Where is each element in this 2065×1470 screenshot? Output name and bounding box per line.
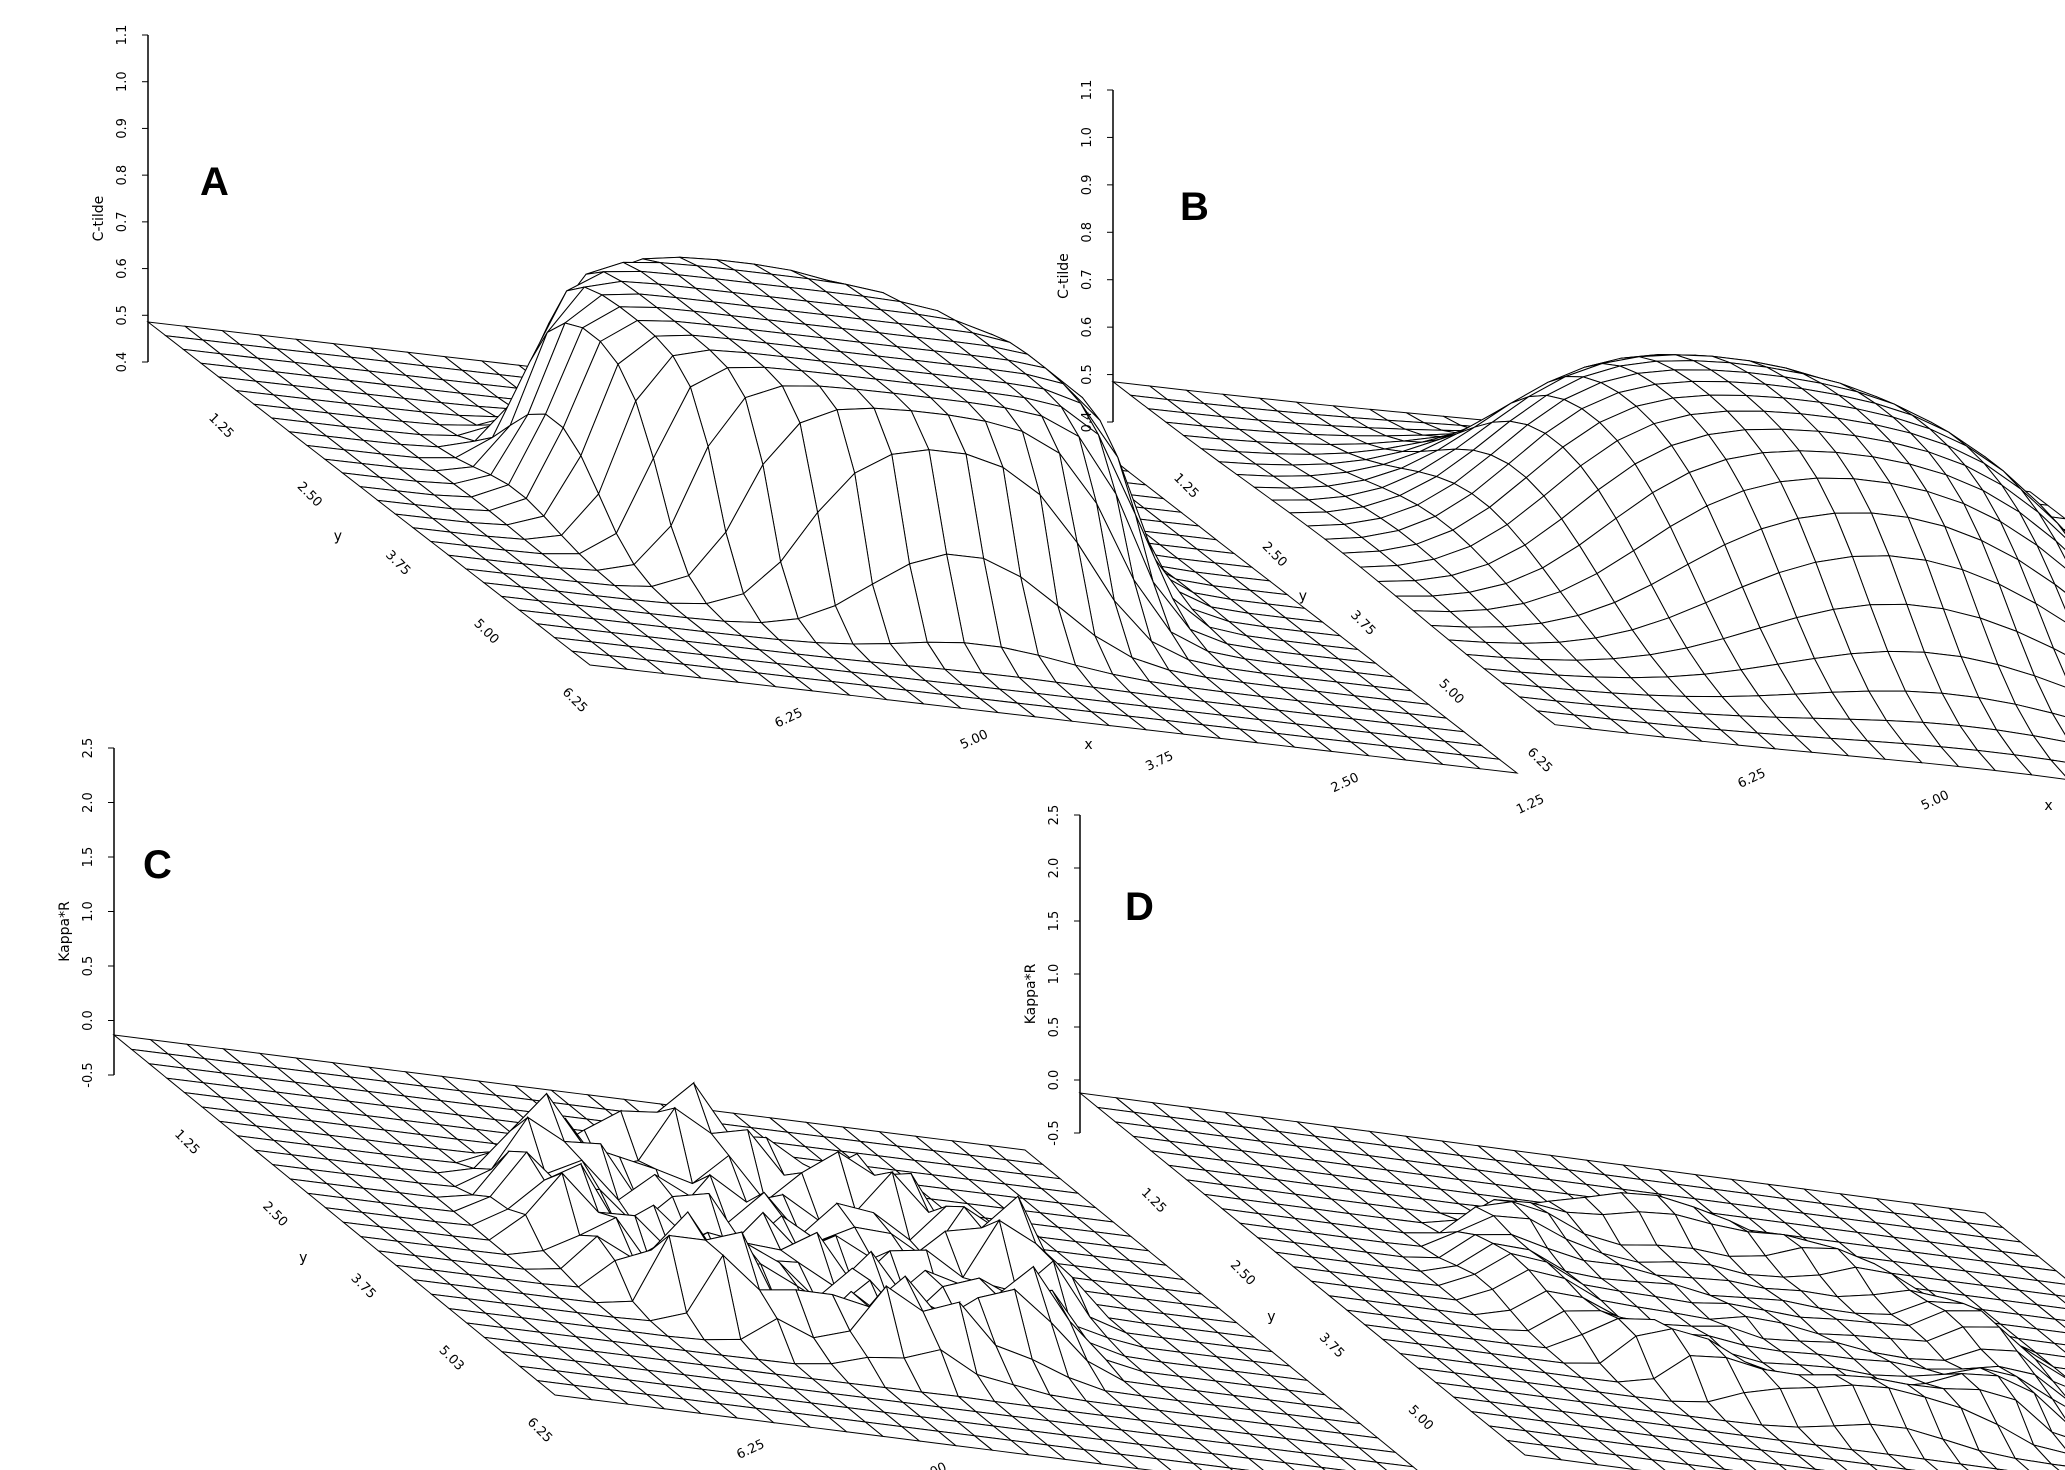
panel-letter: C bbox=[143, 843, 172, 887]
x-tick-label: 1.25 bbox=[1514, 792, 1547, 818]
x-tick-label: 3.75 bbox=[1143, 749, 1176, 775]
z-tick-label: 0.8 bbox=[115, 165, 130, 186]
z-tick-label: 0.7 bbox=[1080, 269, 1095, 290]
z-tick-label: -0.5 bbox=[1047, 1120, 1062, 1145]
surface-cell bbox=[1777, 1463, 1817, 1470]
y-tick-label: 6.25 bbox=[1524, 745, 1555, 776]
y-tick-label: 1.25 bbox=[1170, 471, 1201, 502]
x-axis-label: x bbox=[1084, 737, 1092, 753]
z-axis: -0.5 0.0 0.5 1.0 1.5 2.0 2.5 Kappa*R bbox=[57, 738, 115, 1088]
z-tick-label: 0.0 bbox=[81, 1010, 96, 1031]
z-tick-label: 0.9 bbox=[1080, 175, 1095, 196]
surface-mesh bbox=[146, 256, 1519, 774]
z-tick-label: 2.5 bbox=[81, 738, 96, 759]
z-tick-label: 0.0 bbox=[1047, 1070, 1062, 1091]
surface-cell bbox=[2049, 1463, 2065, 1470]
surface-cell bbox=[1958, 1463, 1999, 1470]
x-tick-label: 5.00 bbox=[917, 1460, 950, 1470]
z-tick-label: 0.4 bbox=[1080, 412, 1095, 433]
z-axis: 0.4 0.5 0.6 0.7 0.8 0.9 1.0 1.1 C-tilde bbox=[1056, 80, 1114, 433]
z-tick-label: 0.7 bbox=[115, 212, 130, 233]
y-tick-label: 1.25 bbox=[1138, 1185, 1169, 1216]
y-tick-label: 2.50 bbox=[1227, 1258, 1258, 1289]
z-tick-label: 0.5 bbox=[1080, 364, 1095, 385]
y-tick-label: 3.75 bbox=[1347, 608, 1378, 639]
z-tick-label: 0.9 bbox=[115, 118, 130, 139]
panel-letter: D bbox=[1125, 885, 1154, 929]
y-tick-label: 2.50 bbox=[1259, 539, 1290, 570]
z-axis-label: Kappa*R bbox=[1023, 963, 1039, 1024]
surface-cell bbox=[1319, 1466, 1346, 1470]
x-tick-label: 6.25 bbox=[1736, 766, 1769, 792]
z-axis: 0.4 0.5 0.6 0.7 0.8 0.9 1.0 1.1 C-tilde bbox=[91, 25, 149, 373]
z-tick-label: 1.0 bbox=[1080, 127, 1095, 148]
x-axis: 1.252.503.755.006.25x bbox=[1736, 766, 2053, 814]
panel-a: 0.4 0.5 0.6 0.7 0.8 0.9 1.0 1.1 C-tilde 1.25 2.50 3… bbox=[91, 25, 1547, 818]
z-tick-label: 0.5 bbox=[115, 305, 130, 326]
z-tick-label: 0.6 bbox=[1080, 317, 1095, 338]
surface-mesh bbox=[1111, 354, 2065, 780]
z-tick-label: 0.5 bbox=[1047, 1017, 1062, 1038]
z-tick-label: 1.5 bbox=[81, 847, 96, 868]
y-tick-label: 6.25 bbox=[524, 1415, 555, 1446]
surface-mesh bbox=[1078, 1092, 2065, 1470]
surface-cell bbox=[1374, 1461, 1418, 1470]
z-tick-label: -0.5 bbox=[81, 1062, 96, 1087]
x-axis-label: x bbox=[2044, 798, 2052, 814]
x-tick-label: 6.25 bbox=[734, 1437, 767, 1463]
z-axis-label: Kappa*R bbox=[57, 901, 73, 962]
surface-mesh bbox=[112, 1034, 1418, 1470]
panel-b: 0.4 0.5 0.6 0.7 0.8 0.9 1.0 1.1 C-tilde 1.25 2.50 3… bbox=[1056, 80, 2065, 814]
panel-letter: A bbox=[200, 160, 229, 204]
z-tick-label: 2.5 bbox=[1047, 805, 1062, 826]
y-axis-label: y bbox=[299, 1250, 307, 1266]
surface-cell bbox=[1868, 1463, 1908, 1470]
y-axis-label: y bbox=[334, 528, 342, 544]
z-axis-label: C-tilde bbox=[1056, 253, 1072, 299]
y-tick-label: 1.25 bbox=[171, 1127, 202, 1158]
surface-cell bbox=[1686, 1463, 1727, 1470]
y-tick-label: 3.75 bbox=[382, 548, 413, 579]
z-tick-label: 1.1 bbox=[1080, 80, 1095, 101]
z-tick-label: 0.8 bbox=[1080, 222, 1095, 243]
y-axis-label: y bbox=[1267, 1309, 1275, 1325]
z-tick-label: 1.1 bbox=[115, 25, 130, 46]
z-tick-label: 0.4 bbox=[115, 352, 130, 373]
z-axis-label: C-tilde bbox=[91, 196, 107, 242]
y-tick-label: 2.50 bbox=[294, 479, 325, 510]
y-tick-label: 3.75 bbox=[348, 1271, 379, 1302]
z-tick-label: 0.5 bbox=[81, 956, 96, 977]
surface-cell bbox=[1505, 1439, 1563, 1461]
y-tick-label: 5.00 bbox=[1436, 676, 1467, 707]
z-tick-label: 1.5 bbox=[1047, 911, 1062, 932]
y-tick-label: 1.25 bbox=[205, 411, 236, 442]
y-tick-label: 5.00 bbox=[1405, 1403, 1436, 1434]
surface-cell bbox=[1191, 1462, 1233, 1470]
panel-letter: B bbox=[1180, 185, 1209, 229]
z-axis: -0.5 0.0 0.5 1.0 1.5 2.0 2.5 Kappa*R bbox=[1023, 805, 1081, 1146]
z-tick-label: 2.0 bbox=[1047, 858, 1062, 879]
y-tick-label: 3.75 bbox=[1316, 1330, 1347, 1361]
x-tick-label: 5.00 bbox=[958, 727, 991, 753]
y-tick-label: 5.03 bbox=[436, 1343, 467, 1374]
z-tick-label: 1.0 bbox=[1047, 964, 1062, 985]
surface-cell bbox=[1535, 710, 1594, 730]
y-tick-label: 2.50 bbox=[259, 1199, 290, 1230]
y-tick-label: 5.00 bbox=[471, 616, 502, 647]
x-tick-label: 5.00 bbox=[1919, 788, 1952, 814]
y-axis-label: y bbox=[1299, 588, 1307, 604]
panel-c: -0.5 0.0 0.5 1.0 1.5 2.0 2.5 Kappa*R 1.25 2.50 3.7… bbox=[57, 738, 1418, 1470]
z-tick-label: 0.6 bbox=[115, 258, 130, 279]
surface-cell bbox=[535, 1379, 594, 1401]
surface-cell bbox=[1283, 1462, 1326, 1470]
z-tick-label: 2.0 bbox=[81, 792, 96, 813]
y-tick-label: 6.25 bbox=[559, 685, 590, 716]
surface-cell bbox=[570, 650, 629, 671]
x-tick-label: 2.50 bbox=[1329, 770, 1362, 796]
z-tick-label: 1.0 bbox=[81, 901, 96, 922]
x-tick-label: 6.25 bbox=[773, 706, 806, 732]
z-tick-label: 1.0 bbox=[115, 71, 130, 92]
panel-d: -0.5 0.0 0.5 1.0 1.5 2.0 2.5 Kappa*R 1.25 2.50 3.7… bbox=[1023, 805, 2065, 1470]
